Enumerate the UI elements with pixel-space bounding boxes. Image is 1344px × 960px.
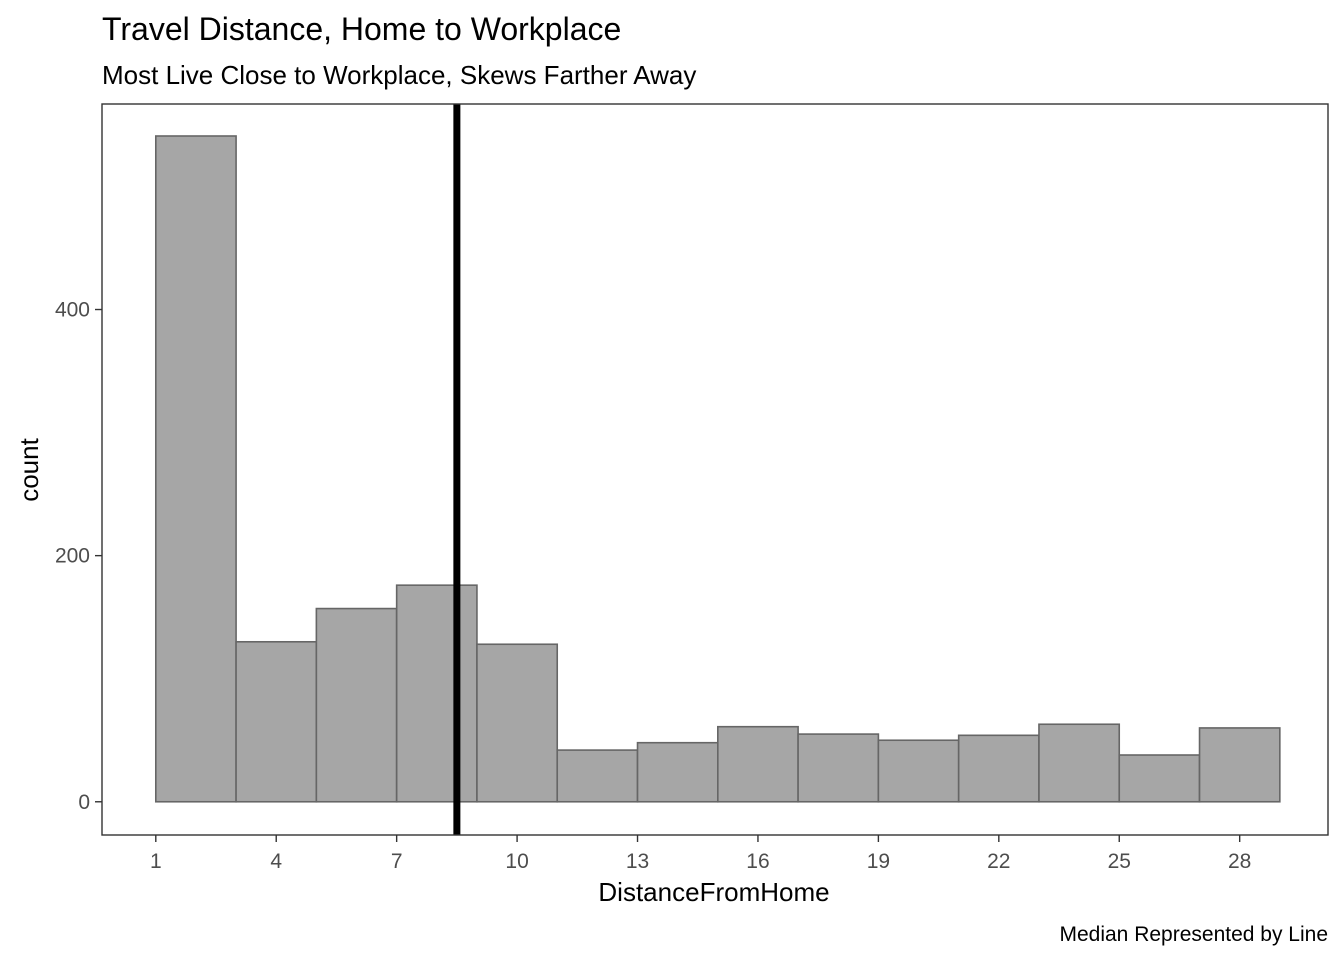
x-tick-label: 19 [867, 850, 890, 873]
histogram-bar-6 [556, 749, 639, 803]
x-tick-label: 25 [1108, 850, 1131, 873]
histogram-bar-5 [476, 643, 559, 803]
histogram-bar-1 [154, 135, 237, 803]
x-tick-label: 7 [391, 850, 403, 873]
histogram-bar-13 [1118, 754, 1201, 803]
x-tick-label: 4 [270, 850, 282, 873]
x-tick-label: 13 [626, 850, 649, 873]
y-tick-label: 200 [55, 545, 90, 568]
x-tick-label: 16 [746, 850, 769, 873]
chart-caption: Median Represented by Line [1059, 923, 1328, 946]
histogram-bar-11 [957, 734, 1040, 803]
x-tick-label: 22 [987, 850, 1010, 873]
histogram-bar-10 [877, 739, 960, 803]
x-tick-label: 28 [1228, 850, 1251, 873]
x-axis-title: DistanceFromHome [598, 877, 829, 907]
histogram-bar-9 [797, 733, 880, 803]
chart-subtitle: Most Live Close to Workplace, Skews Fart… [102, 60, 696, 90]
histogram-bar-4 [395, 584, 478, 803]
histogram-bar-7 [636, 741, 719, 803]
x-tick-label: 1 [150, 850, 162, 873]
histogram-bar-3 [315, 607, 398, 803]
chart-title: Travel Distance, Home to Workplace [102, 11, 621, 47]
histogram-bar-2 [235, 640, 318, 803]
x-tick-label: 10 [505, 850, 528, 873]
y-tick-label: 400 [55, 299, 90, 322]
y-tick-label: 0 [78, 791, 90, 814]
histogram-bar-8 [717, 725, 799, 803]
histogram-bar-14 [1198, 727, 1281, 803]
histogram-bar-12 [1038, 723, 1121, 803]
panel-border [101, 103, 1329, 836]
y-axis-title: count [14, 437, 44, 501]
plot-panel: 1 4 7 10 13 16 19 22 25 28 0 200 400 [55, 103, 1329, 873]
